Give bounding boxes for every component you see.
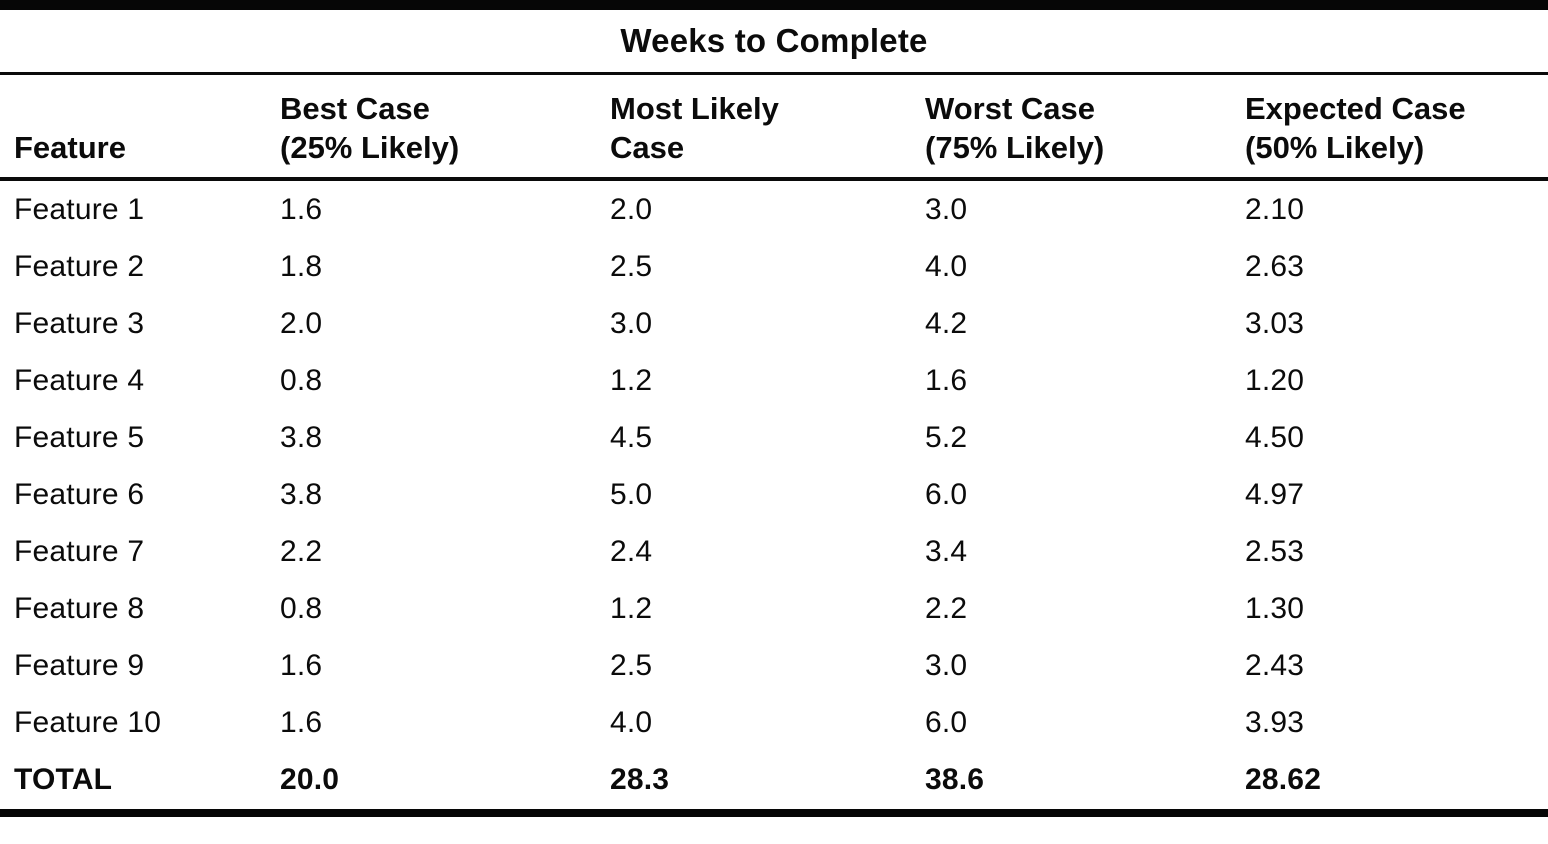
- worst-case-cell: 4.2: [925, 306, 968, 340]
- total-label-cell: TOTAL: [14, 763, 113, 796]
- best-case-cell: 1.6: [280, 648, 323, 682]
- table-row: Feature 5 3.8 4.5 5.2 4.50: [0, 409, 1548, 466]
- table-row: Feature 9 1.6 2.5 3.0 2.43: [0, 637, 1548, 694]
- best-case-cell: 1.6: [280, 705, 323, 739]
- total-most-likely-cell: 28.3: [610, 763, 670, 796]
- feature-name-cell: Feature 8: [14, 591, 145, 625]
- expected-case-cell: 2.53: [1245, 534, 1305, 568]
- feature-name-cell: Feature 9: [14, 648, 145, 682]
- column-header-feature: Feature: [0, 75, 280, 181]
- expected-case-cell: 2.10: [1245, 192, 1305, 226]
- worst-case-cell: 5.2: [925, 420, 968, 454]
- most-likely-cell: 5.0: [610, 477, 653, 511]
- feature-name-cell: Feature 3: [14, 306, 145, 340]
- best-case-cell: 2.0: [280, 306, 323, 340]
- table-row: Feature 3 2.0 3.0 4.2 3.03: [0, 295, 1548, 352]
- most-likely-cell: 1.2: [610, 363, 653, 397]
- most-likely-cell: 2.0: [610, 192, 653, 226]
- table-row: Feature 6 3.8 5.0 6.0 4.97: [0, 466, 1548, 523]
- expected-case-cell: 4.50: [1245, 420, 1305, 454]
- table-row: Feature 8 0.8 1.2 2.2 1.30: [0, 580, 1548, 637]
- expected-case-cell: 2.63: [1245, 249, 1305, 283]
- column-header-expected-case: Expected Case (50% Likely): [1245, 75, 1548, 181]
- expected-case-cell: 1.20: [1245, 363, 1305, 397]
- expected-case-cell: 2.43: [1245, 648, 1305, 682]
- total-worst-case-cell: 38.6: [925, 763, 985, 796]
- expected-case-cell: 3.03: [1245, 306, 1305, 340]
- estimation-table-sheet: Weeks to Complete Feature Best Case (25%…: [0, 0, 1548, 817]
- feature-name-cell: Feature 5: [14, 420, 145, 454]
- most-likely-cell: 4.0: [610, 705, 653, 739]
- best-case-cell: 0.8: [280, 363, 323, 397]
- feature-name-cell: Feature 6: [14, 477, 145, 511]
- table-row: Feature 1 1.6 2.0 3.0 2.10: [0, 179, 1548, 238]
- table-total-row: TOTAL 20.0 28.3 38.6 28.62: [0, 751, 1548, 809]
- header-row: Feature Best Case (25% Likely) Most Like…: [0, 75, 1548, 181]
- column-header-worst-case: Worst Case (75% Likely): [925, 75, 1245, 181]
- most-likely-cell: 3.0: [610, 306, 653, 340]
- table-row: Feature 2 1.8 2.5 4.0 2.63: [0, 238, 1548, 295]
- column-header-most-likely: Most Likely Case: [610, 75, 925, 181]
- best-case-cell: 0.8: [280, 591, 323, 625]
- worst-case-cell: 6.0: [925, 705, 968, 739]
- worst-case-cell: 3.0: [925, 192, 968, 226]
- table-body: Feature 1 1.6 2.0 3.0 2.10 Feature 2 1.8…: [0, 179, 1548, 809]
- column-header-best-case: Best Case (25% Likely): [280, 75, 610, 181]
- worst-case-cell: 1.6: [925, 363, 968, 397]
- table-row: Feature 4 0.8 1.2 1.6 1.20: [0, 352, 1548, 409]
- total-expected-case-cell: 28.62: [1245, 763, 1322, 796]
- table-row: Feature 10 1.6 4.0 6.0 3.93: [0, 694, 1548, 751]
- expected-case-cell: 1.30: [1245, 591, 1305, 625]
- worst-case-cell: 3.0: [925, 648, 968, 682]
- best-case-cell: 1.6: [280, 192, 323, 226]
- feature-name-cell: Feature 4: [14, 363, 145, 397]
- most-likely-cell: 1.2: [610, 591, 653, 625]
- feature-name-cell: Feature 10: [14, 705, 162, 739]
- best-case-cell: 2.2: [280, 534, 323, 568]
- best-case-cell: 3.8: [280, 420, 323, 454]
- expected-case-cell: 4.97: [1245, 477, 1305, 511]
- worst-case-cell: 4.0: [925, 249, 968, 283]
- most-likely-cell: 2.5: [610, 249, 653, 283]
- most-likely-cell: 2.4: [610, 534, 653, 568]
- total-best-case-cell: 20.0: [280, 763, 340, 796]
- worst-case-cell: 2.2: [925, 591, 968, 625]
- estimation-table: Feature Best Case (25% Likely) Most Like…: [0, 75, 1548, 809]
- table-row: Feature 7 2.2 2.4 3.4 2.53: [0, 523, 1548, 580]
- expected-case-cell: 3.93: [1245, 705, 1305, 739]
- worst-case-cell: 3.4: [925, 534, 968, 568]
- worst-case-cell: 6.0: [925, 477, 968, 511]
- table-header: Feature Best Case (25% Likely) Most Like…: [0, 75, 1548, 181]
- feature-name-cell: Feature 7: [14, 534, 145, 568]
- feature-name-cell: Feature 1: [14, 192, 145, 226]
- best-case-cell: 1.8: [280, 249, 323, 283]
- most-likely-cell: 4.5: [610, 420, 653, 454]
- table-spanner-title: Weeks to Complete: [0, 10, 1548, 75]
- best-case-cell: 3.8: [280, 477, 323, 511]
- most-likely-cell: 2.5: [610, 648, 653, 682]
- feature-name-cell: Feature 2: [14, 249, 145, 283]
